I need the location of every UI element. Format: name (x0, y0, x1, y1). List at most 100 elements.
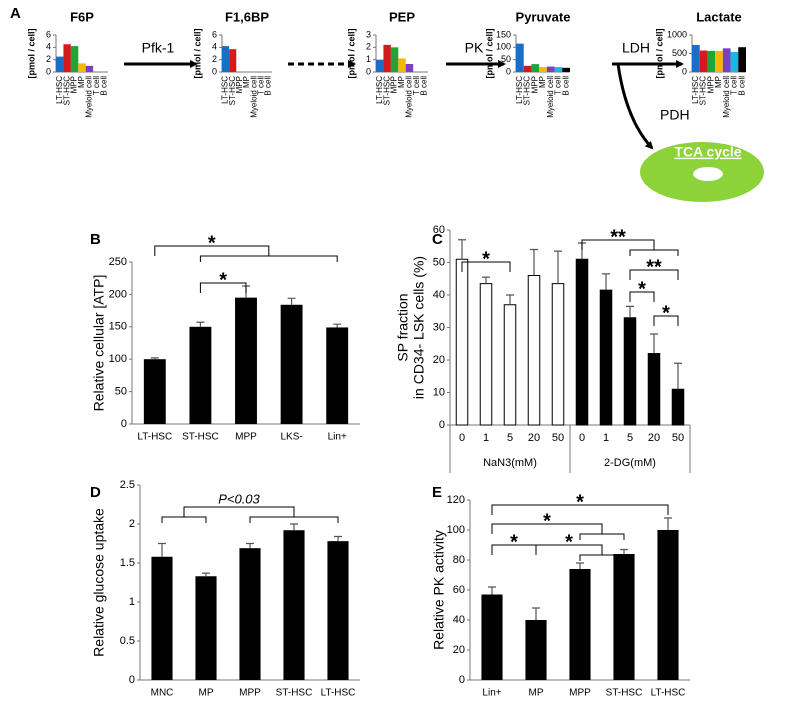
y-tick-label: 500 (672, 48, 687, 58)
bar (671, 388, 685, 426)
bar (527, 275, 541, 426)
x-tick-label: 20 (648, 432, 660, 444)
x-tick-label: MPP (235, 432, 257, 443)
x-tick-label: LT-HSC (651, 688, 686, 699)
y-tick-label: 0 (121, 418, 127, 430)
bar (479, 283, 493, 426)
y-axis-label: [pmol / cell] (26, 28, 36, 78)
y-tick-label: 4 (46, 42, 51, 52)
y-tick-label: 2 (129, 518, 135, 530)
x-tick-label: LT-HSC (55, 76, 64, 104)
bar (738, 47, 746, 72)
y-tick-label: 40 (453, 614, 465, 626)
bar (623, 317, 637, 426)
enzyme-label: LDH (622, 40, 650, 56)
x-tick-label: MPP (706, 76, 715, 93)
group-label: 2-DG(mM) (604, 457, 656, 469)
significance-label: ** (610, 226, 626, 248)
bar (78, 63, 86, 72)
x-tick-label: MP (529, 688, 544, 699)
x-tick-label: MPP (530, 76, 539, 93)
significance-bracket (154, 245, 338, 262)
error-bar (650, 333, 658, 354)
x-tick-label: B cell (419, 76, 428, 96)
x-tick-label: 5 (627, 432, 633, 444)
significance-bracket (491, 504, 669, 515)
bar (531, 64, 540, 72)
y-tick-label: 60 (453, 584, 465, 596)
significance-label: * (510, 531, 518, 553)
y-tick-label: 0 (459, 674, 465, 686)
x-tick-label: 0 (579, 432, 585, 444)
y-axis-label: [pmol / cell] (192, 28, 202, 78)
y-axis-label: in CD34- LSK cells (%) (411, 256, 427, 399)
y-tick-label: 100 (109, 353, 127, 365)
x-tick-label: 5 (507, 432, 513, 444)
y-tick-label: 120 (447, 494, 465, 506)
bar (613, 554, 635, 680)
y-tick-label: 0 (129, 674, 135, 686)
significance-label: * (638, 278, 646, 300)
significance-bracket (629, 269, 679, 280)
y-tick-label: 20 (453, 644, 465, 656)
x-tick-label: T cell (256, 76, 265, 95)
bar (189, 326, 212, 424)
y-tick-label: 1000 (667, 29, 687, 39)
error-bar (554, 250, 562, 284)
significance-label: * (482, 248, 490, 270)
x-tick-label: 50 (672, 432, 684, 444)
y-tick-label: 0 (682, 66, 687, 76)
bar (554, 67, 563, 72)
x-tick-label: MP (77, 76, 86, 88)
x-tick-label: Myeloid cell (722, 76, 731, 118)
y-tick-label: 150 (496, 29, 511, 39)
significance-bracket (629, 291, 655, 302)
x-tick-label: MPP (569, 688, 591, 699)
significance-label: * (543, 510, 551, 532)
error-bar (333, 323, 342, 328)
x-tick-label: MPP (235, 76, 244, 93)
bar (525, 620, 547, 680)
error-bar (334, 535, 342, 542)
significance-bracket (491, 523, 625, 540)
x-tick-label: MP (397, 76, 406, 88)
x-tick-label: ST-HSC (699, 76, 708, 106)
y-tick-label: 0 (212, 66, 217, 76)
bar (551, 283, 565, 426)
x-tick-label: Myeloid cell (249, 76, 258, 118)
significance-label: * (208, 232, 216, 254)
x-tick-label: T cell (730, 76, 739, 95)
error-bar (576, 562, 584, 569)
chart-title: Lactate (696, 9, 742, 24)
error-bar (506, 294, 514, 305)
y-tick-label: 3 (366, 29, 371, 39)
x-tick-label: Lin+ (328, 432, 347, 443)
x-tick-label: LT-HSC (515, 76, 524, 104)
x-tick-label: Myeloid cell (546, 76, 555, 118)
y-tick-label: 100 (447, 524, 465, 536)
significance-label: * (662, 302, 670, 324)
bar (151, 556, 173, 680)
error-bar (626, 305, 634, 318)
y-tick-label: 20 (433, 354, 445, 366)
x-tick-label: MP (714, 76, 723, 88)
error-bar (482, 276, 490, 284)
bar (715, 50, 723, 72)
y-tick-label: 50 (433, 256, 445, 268)
x-tick-label: B cell (264, 76, 273, 96)
x-tick-label: ST-HSC (606, 688, 643, 699)
x-tick-label: Myeloid cell (405, 76, 414, 118)
error-bar (196, 321, 205, 327)
y-tick-label: 6 (212, 29, 217, 39)
y-tick-label: 1 (366, 54, 371, 64)
x-tick-label: MP (242, 76, 251, 88)
significance-bracket (581, 239, 679, 256)
y-tick-label: 40 (433, 289, 445, 301)
bar (376, 59, 384, 72)
bar (575, 258, 589, 426)
arrow (616, 63, 654, 150)
enzyme-label: Pfk-1 (142, 40, 175, 56)
bar (327, 541, 349, 680)
bar (229, 49, 237, 72)
